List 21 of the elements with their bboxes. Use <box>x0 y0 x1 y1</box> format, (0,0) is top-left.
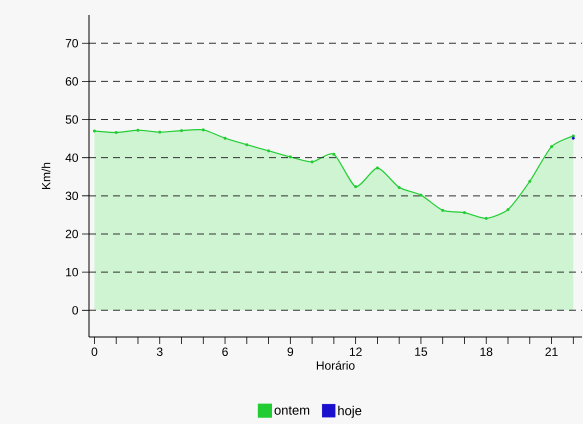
y-tick-label: 20 <box>66 230 78 238</box>
y-tick-label: 10 <box>66 268 78 276</box>
x-tick-label: 15 <box>415 348 428 356</box>
y-tick-label: 70 <box>66 39 78 48</box>
y-tick-label: 50 <box>66 115 78 124</box>
x-tick-label: 9 <box>288 348 294 356</box>
x-axis-title: Horário <box>316 360 355 370</box>
y-axis-title: Km/h <box>42 162 50 189</box>
x-tick-label: 6 <box>222 348 228 356</box>
legend-label: ontem <box>274 406 310 415</box>
x-tick-label: 21 <box>545 348 558 356</box>
point <box>572 136 575 140</box>
x-tick-label: 12 <box>350 348 362 356</box>
legend-label: hoje <box>338 406 362 418</box>
y-tick-label: 30 <box>66 192 78 200</box>
x-tick-label: 0 <box>92 348 98 356</box>
x-tick-label: 3 <box>156 348 163 356</box>
y-tick-label: 0 <box>72 306 78 315</box>
y-tick-label: 40 <box>65 153 78 162</box>
x-tick-label: 18 <box>480 348 492 356</box>
y-tick-label: 60 <box>66 77 78 86</box>
